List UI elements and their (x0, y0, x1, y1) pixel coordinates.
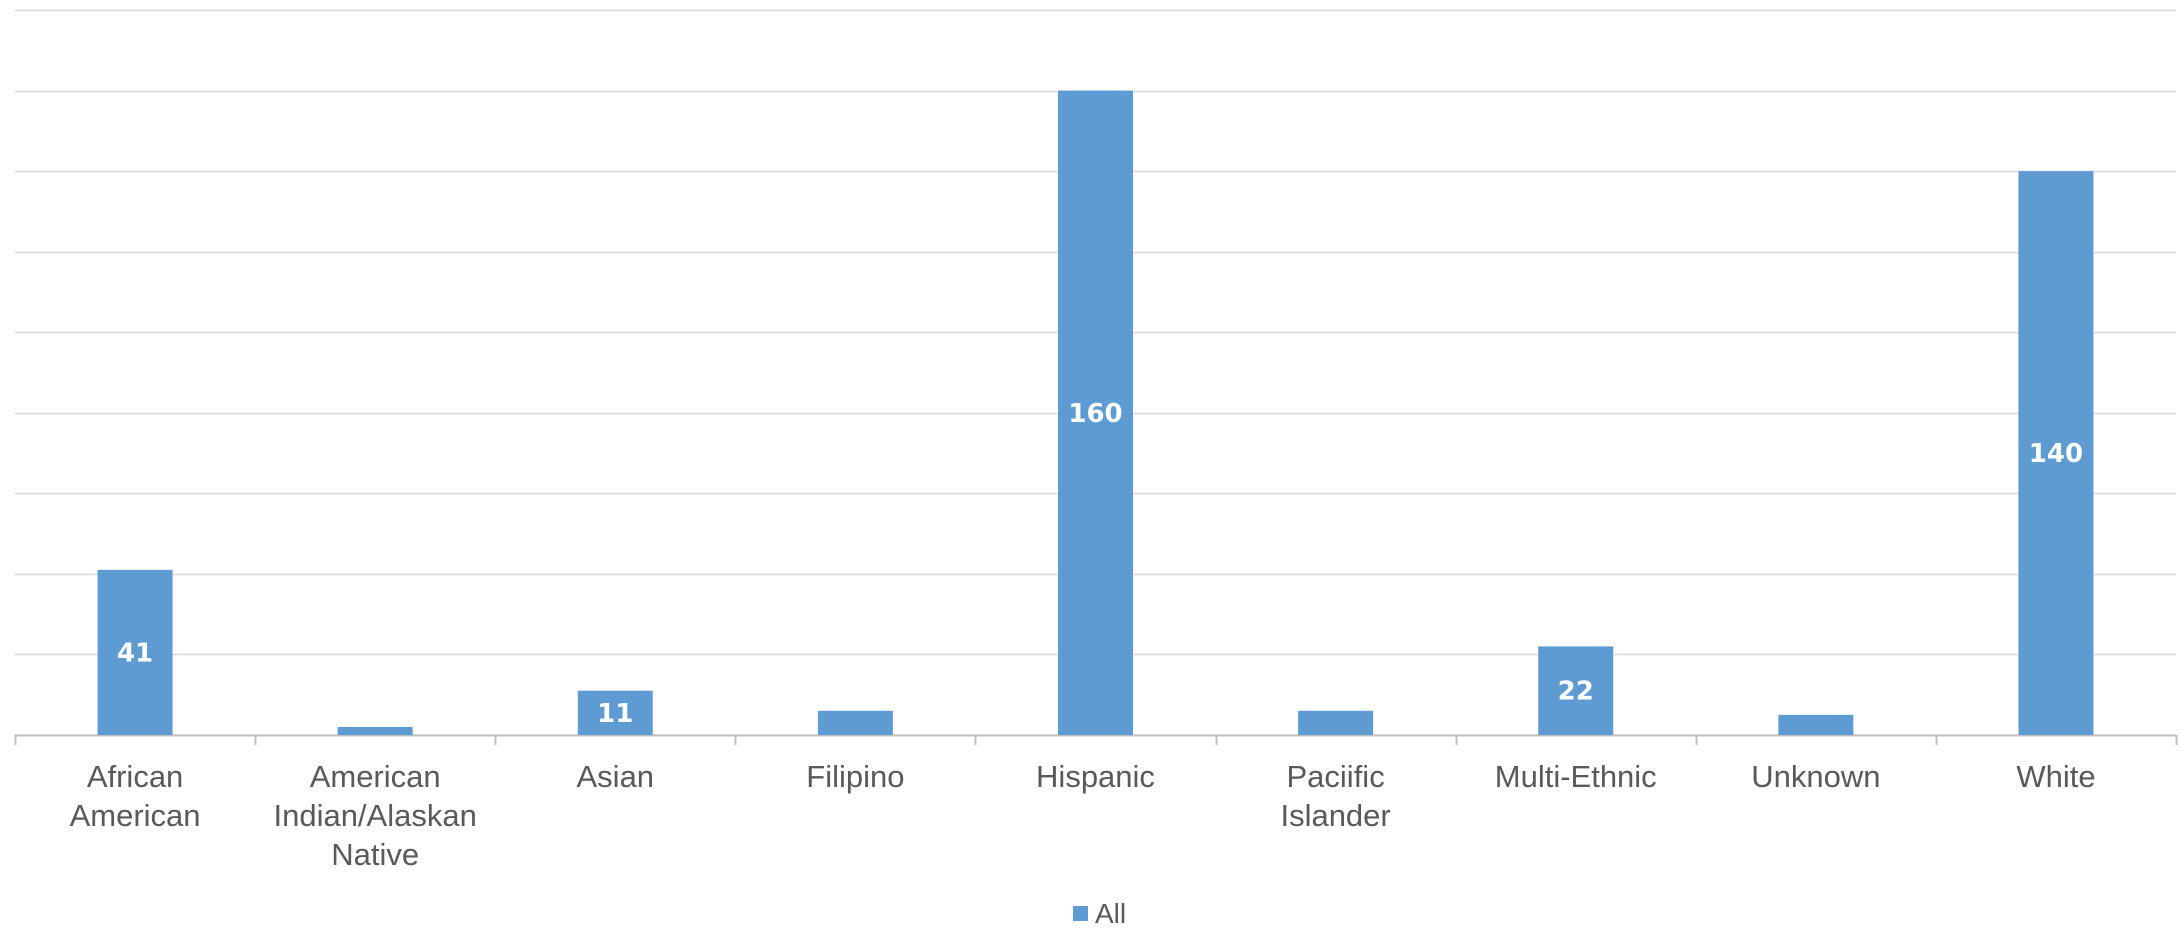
bars (97, 90, 2094, 736)
data-label: 22 (1558, 677, 1594, 707)
bar (1298, 710, 1374, 735)
category-label: African American (70, 759, 201, 833)
category-label: Unknown (1751, 759, 1880, 794)
category-label: Hispanic (1036, 759, 1155, 794)
bar (1538, 646, 1614, 735)
category-labels: African American American Indian/Alaskan Nat… (70, 759, 2096, 872)
data-label: 41 (117, 638, 153, 668)
bar (337, 726, 413, 735)
legend-swatch (1073, 906, 1088, 921)
legend-label: All (1095, 898, 1126, 929)
data-label: 11 (597, 699, 633, 729)
bar (577, 690, 653, 735)
data-label: 140 (2029, 439, 2083, 469)
x-axis (14, 734, 2178, 745)
category-label: White (2016, 759, 2095, 794)
bar (2018, 171, 2094, 736)
category-label: Filipino (806, 759, 904, 794)
bar (1778, 714, 1854, 735)
legend: All (1073, 898, 1126, 929)
category-label: Multi-Ethnic (1495, 759, 1657, 794)
bar (817, 710, 893, 735)
category-label: American Indian/Alaskan Native (273, 759, 476, 872)
bar (1058, 90, 1133, 736)
data-label: 160 (1068, 399, 1122, 429)
category-label: Asian (577, 759, 655, 794)
data-labels: 41 11 160 22 140 (117, 399, 2083, 729)
category-label: Paciific Islander (1280, 759, 1390, 833)
bar (97, 569, 173, 735)
